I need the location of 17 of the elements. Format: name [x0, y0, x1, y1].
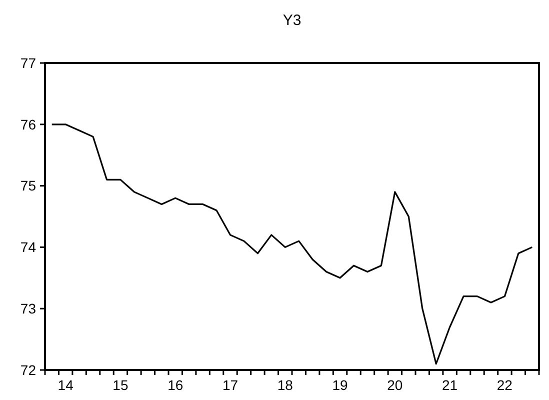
- x-tick-label: 17: [222, 377, 238, 393]
- y-tick-label: 74: [20, 239, 36, 256]
- y-tick-label: 72: [20, 362, 36, 378]
- y-tick-label: 77: [20, 54, 36, 71]
- x-tick-label: 20: [387, 377, 403, 393]
- chart-title: Y3: [282, 12, 302, 29]
- y-tick-label: 75: [20, 178, 36, 194]
- x-tick-label: 19: [332, 377, 348, 393]
- y-tick-label: 76: [20, 116, 36, 132]
- x-tick-label: 21: [442, 377, 458, 393]
- y-tick-label: 73: [20, 300, 36, 316]
- line-series: [51, 124, 533, 365]
- x-tick-label: 15: [112, 377, 128, 393]
- x-tick-label: 18: [277, 377, 294, 393]
- x-tick-label: 14: [58, 377, 74, 393]
- x-tick-label: 22: [496, 377, 513, 393]
- x-tick-label: 16: [168, 377, 184, 393]
